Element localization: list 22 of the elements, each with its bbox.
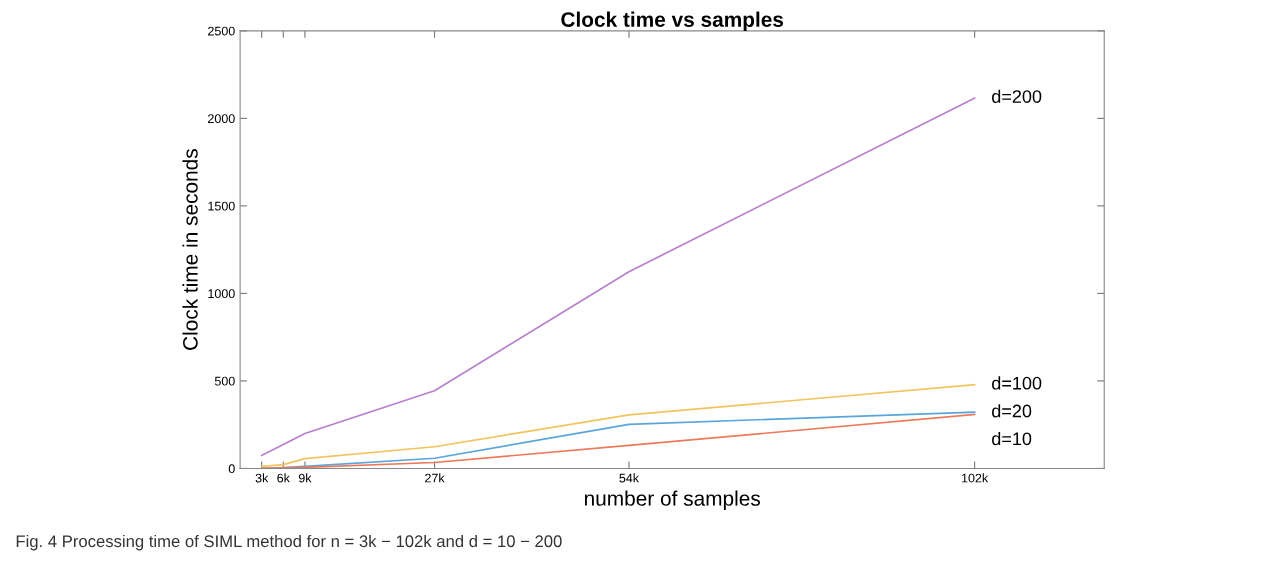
chart-title: Clock time vs samples: [561, 11, 784, 32]
y-tick-label: 1500: [208, 201, 235, 211]
line-series: [260, 97, 976, 457]
y-axis-title: Clock time in seconds: [182, 149, 198, 350]
x-tick-label: 3k: [255, 473, 269, 483]
y-tick-label: 1000: [208, 289, 235, 299]
series-label: d=100: [992, 376, 1042, 390]
y-tick-label: 2000: [208, 114, 235, 124]
x-tick-label: 27k: [425, 473, 445, 483]
x-axis-title: number of samples: [584, 490, 761, 510]
x-tick-label: 6k: [277, 473, 290, 483]
x-tick-label: 54k: [619, 473, 640, 483]
line-series: [260, 383, 976, 468]
y-tick-label: 0: [228, 464, 235, 474]
caption: Fig. 4 Processing time of SIML method for n = 3k − 102k and d = 10 − 200: [16, 534, 562, 551]
x-tick-label: 102k: [962, 473, 989, 483]
series-label: d=200: [992, 89, 1042, 103]
y-tick-label: 500: [214, 376, 235, 386]
series-label: d=20: [992, 404, 1032, 418]
x-tick-label: 9k: [298, 473, 312, 483]
series-label: d=10: [992, 431, 1032, 446]
y-tick-label: 2500: [208, 26, 235, 36]
